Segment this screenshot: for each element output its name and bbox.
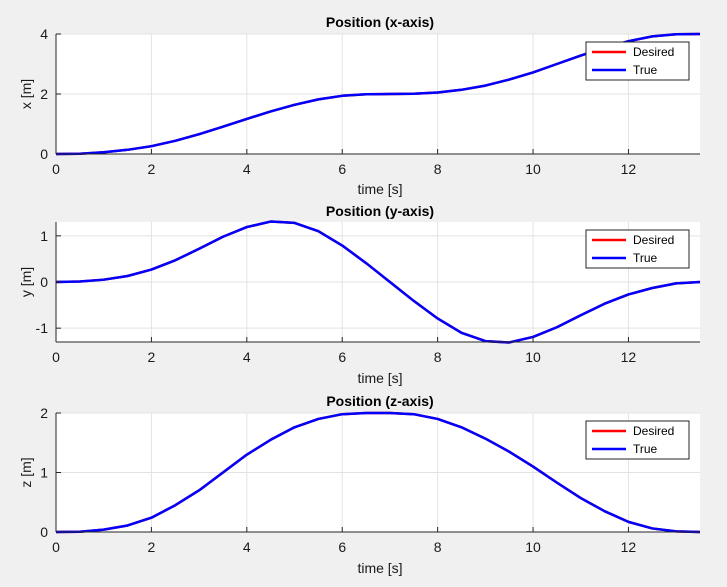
x-axis-label: time [s]: [357, 560, 402, 576]
legend-label-true: True: [633, 442, 658, 456]
x-tick-label: 6: [338, 539, 346, 555]
x-tick-label: 8: [434, 539, 442, 555]
chart-title: Position (z-axis): [326, 393, 433, 409]
x-tick-label: 12: [621, 539, 637, 555]
x-tick-label: 6: [338, 161, 346, 177]
x-axis-label: time [s]: [357, 370, 402, 386]
legend: Desired True: [585, 41, 690, 81]
legend: Desired True: [585, 229, 690, 269]
legend-label-true: True: [633, 63, 658, 77]
legend-label-true: True: [633, 251, 658, 265]
y-tick-label: -1: [36, 320, 49, 336]
y-tick-label: 2: [40, 86, 48, 102]
x-tick-label: 10: [525, 539, 541, 555]
y-tick-label: 1: [40, 465, 48, 481]
x-tick-label: 8: [434, 349, 442, 365]
x-tick-label: 4: [243, 349, 251, 365]
legend-label-desired: Desired: [633, 233, 674, 247]
x-tick-label: 2: [148, 539, 156, 555]
x-tick-label: 0: [52, 349, 60, 365]
y-tick-label: 2: [40, 405, 48, 421]
x-tick-label: 12: [621, 161, 637, 177]
x-tick-label: 0: [52, 161, 60, 177]
chart-title: Position (x-axis): [326, 14, 434, 30]
x-tick-label: 10: [525, 161, 541, 177]
y-tick-label: 4: [40, 26, 48, 42]
y-tick-label: 1: [40, 228, 48, 244]
x-tick-label: 6: [338, 349, 346, 365]
y-tick-label: 0: [40, 274, 48, 290]
legend-box: [585, 41, 690, 81]
legend-box: [585, 420, 690, 460]
series-line-true: [55, 220, 701, 344]
x-tick-label: 8: [434, 161, 442, 177]
x-axis-label: time [s]: [357, 181, 402, 197]
x-tick-label: 12: [621, 349, 637, 365]
x-tick-label: 10: [525, 349, 541, 365]
y-axis-label: y [m]: [18, 267, 34, 297]
y-axis-label: x [m]: [18, 79, 34, 109]
x-tick-label: 4: [243, 539, 251, 555]
y-tick-label: 0: [40, 524, 48, 540]
legend-label-desired: Desired: [633, 424, 674, 438]
x-tick-label: 2: [148, 161, 156, 177]
subplot-1: 0 2 4 6 8 10 12 0 2 4 Position (x-axis) time [s] x […: [18, 14, 701, 197]
x-tick-label: 4: [243, 161, 251, 177]
legend-label-desired: Desired: [633, 45, 674, 59]
y-tick-label: 0: [40, 146, 48, 162]
chart-title: Position (y-axis): [326, 203, 434, 219]
legend: Desired True: [585, 420, 690, 460]
x-tick-label: 0: [52, 539, 60, 555]
x-tick-label: 2: [148, 349, 156, 365]
series-line-true: [55, 411, 701, 534]
y-axis-label: z [m]: [18, 457, 34, 487]
legend-box: [585, 229, 690, 269]
